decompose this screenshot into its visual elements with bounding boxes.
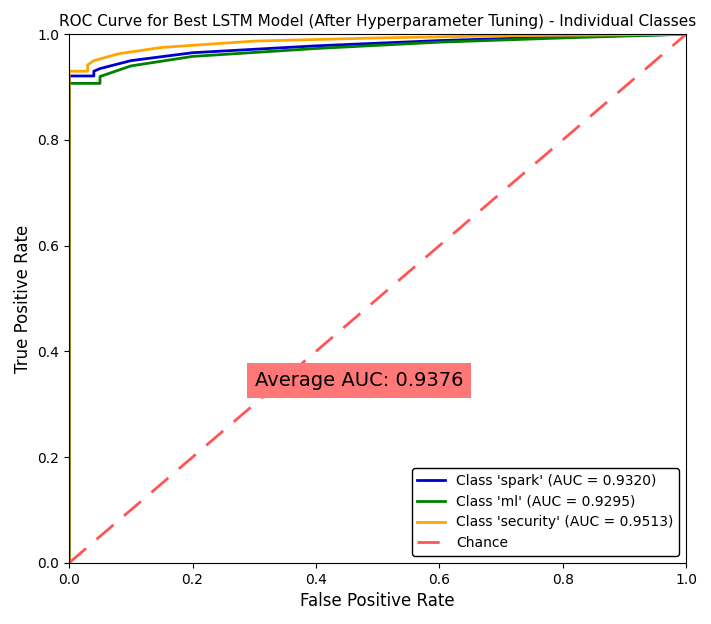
Class 'security' (AUC = 0.9513) <box>497 32 506 39</box>
Class 'spark' (AUC = 0.9320) <box>65 559 73 567</box>
Class 'ml' (AUC = 0.9295) <box>96 80 105 87</box>
Class 'spark' (AUC = 0.9320) <box>90 72 98 80</box>
Class 'spark' (AUC = 0.9320) <box>90 67 98 75</box>
Class 'security' (AUC = 0.9513) <box>65 67 73 75</box>
Legend: Class 'spark' (AUC = 0.9320), Class 'ml' (AUC = 0.9295), Class 'security' (AUC =: Class 'spark' (AUC = 0.9320), Class 'ml'… <box>412 468 679 556</box>
Class 'security' (AUC = 0.9513) <box>90 57 98 64</box>
Class 'security' (AUC = 0.9513) <box>373 34 382 42</box>
Class 'spark' (AUC = 0.9320) <box>188 49 197 56</box>
Class 'ml' (AUC = 0.9295) <box>65 559 73 567</box>
X-axis label: False Positive Rate: False Positive Rate <box>300 592 455 610</box>
Class 'ml' (AUC = 0.9295) <box>311 45 320 52</box>
Class 'spark' (AUC = 0.9320) <box>558 33 567 41</box>
Class 'ml' (AUC = 0.9295) <box>435 39 444 46</box>
Class 'security' (AUC = 0.9513) <box>83 67 92 75</box>
Class 'security' (AUC = 0.9513) <box>83 61 92 69</box>
Class 'security' (AUC = 0.9513) <box>114 50 123 57</box>
Line: Class 'security' (AUC = 0.9513): Class 'security' (AUC = 0.9513) <box>69 34 686 563</box>
Class 'ml' (AUC = 0.9295) <box>558 34 567 42</box>
Class 'spark' (AUC = 0.9320) <box>435 37 444 44</box>
Class 'ml' (AUC = 0.9295) <box>127 62 135 70</box>
Class 'spark' (AUC = 0.9320) <box>127 57 135 64</box>
Line: Class 'spark' (AUC = 0.9320): Class 'spark' (AUC = 0.9320) <box>69 34 686 563</box>
Line: Class 'ml' (AUC = 0.9295): Class 'ml' (AUC = 0.9295) <box>69 34 686 563</box>
Class 'security' (AUC = 0.9513) <box>157 44 166 51</box>
Class 'security' (AUC = 0.9513) <box>250 37 259 45</box>
Title: ROC Curve for Best LSTM Model (After Hyperparameter Tuning) - Individual Classes: ROC Curve for Best LSTM Model (After Hyp… <box>59 14 696 29</box>
Y-axis label: True Positive Rate: True Positive Rate <box>14 225 32 373</box>
Text: Average AUC: 0.9376: Average AUC: 0.9376 <box>255 371 464 390</box>
Class 'spark' (AUC = 0.9320) <box>96 65 105 72</box>
Class 'spark' (AUC = 0.9320) <box>311 42 320 49</box>
Class 'spark' (AUC = 0.9320) <box>65 72 73 80</box>
Class 'security' (AUC = 0.9513) <box>682 31 690 38</box>
Class 'ml' (AUC = 0.9295) <box>65 80 73 87</box>
Class 'ml' (AUC = 0.9295) <box>108 69 117 76</box>
Class 'spark' (AUC = 0.9320) <box>682 31 690 38</box>
Class 'ml' (AUC = 0.9295) <box>188 52 197 60</box>
Class 'security' (AUC = 0.9513) <box>65 559 73 567</box>
Class 'ml' (AUC = 0.9295) <box>682 31 690 38</box>
Class 'ml' (AUC = 0.9295) <box>96 73 105 80</box>
